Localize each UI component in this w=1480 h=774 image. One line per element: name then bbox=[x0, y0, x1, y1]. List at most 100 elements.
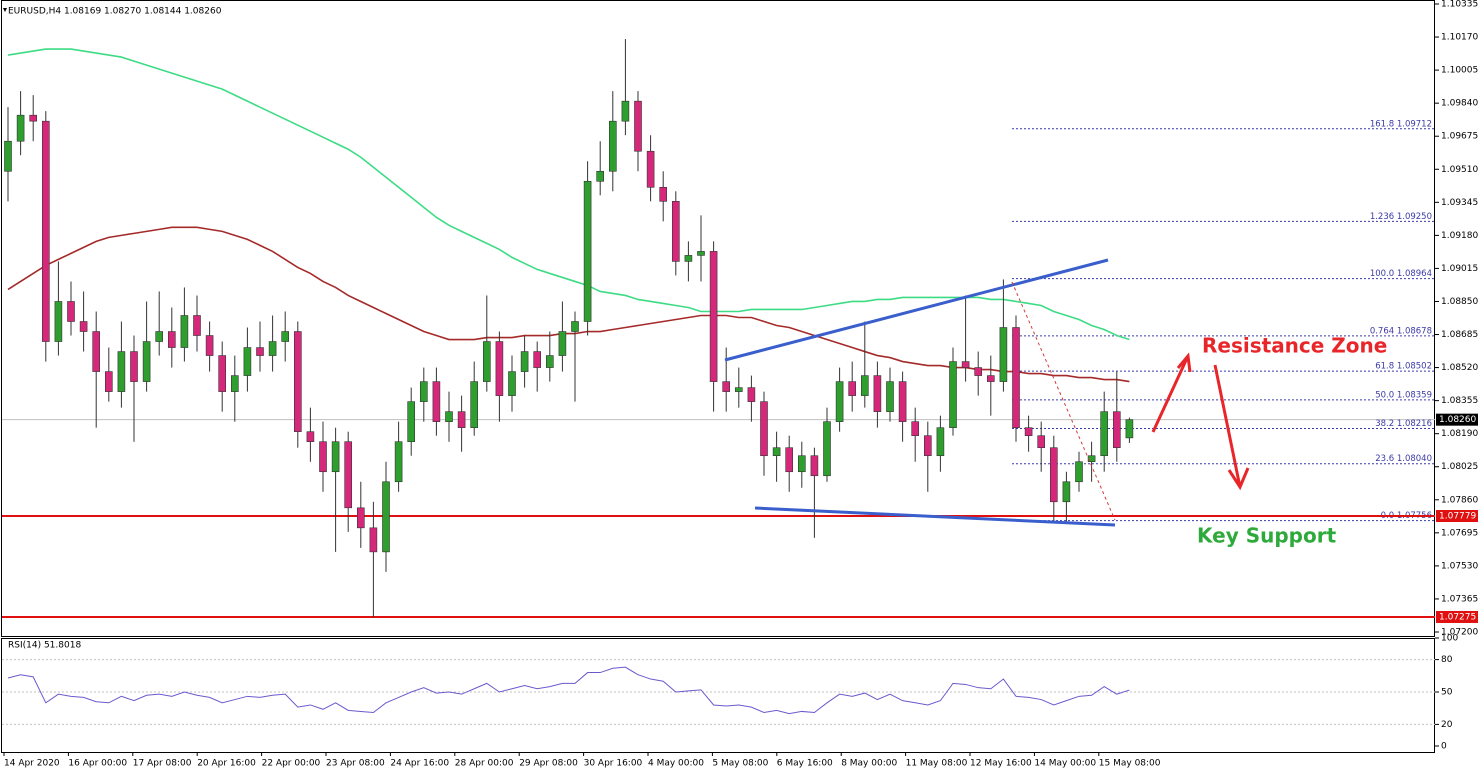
rsi-panel-frame bbox=[1, 638, 1435, 753]
x-tick-label: 22 Apr 00:00 bbox=[262, 759, 321, 769]
rsi-tick-label: 50 bbox=[1441, 688, 1453, 698]
candle-body bbox=[344, 441, 353, 509]
y-tick-label: 1.07365 bbox=[1441, 594, 1478, 604]
candle-body bbox=[508, 371, 516, 396]
y-tick-label: 1.09510 bbox=[1441, 165, 1478, 175]
y-tick-label: 1.08850 bbox=[1441, 297, 1478, 307]
y-tick-label: 1.08520 bbox=[1441, 363, 1478, 373]
rsi-tick-label: 0 bbox=[1441, 742, 1447, 752]
candle-body bbox=[583, 180, 592, 322]
candle-body bbox=[709, 251, 718, 382]
candle-body bbox=[105, 371, 113, 392]
candle-body bbox=[382, 481, 390, 553]
candle-body bbox=[394, 441, 403, 483]
arrow bbox=[1213, 364, 1250, 491]
x-tick-label: 16 Apr 00:00 bbox=[68, 759, 127, 769]
candle-body bbox=[634, 100, 642, 152]
x-tick-label: 15 May 08:00 bbox=[1099, 759, 1161, 769]
y-tick-label: 1.08025 bbox=[1441, 462, 1478, 472]
chart-header: EURUSD,H4 1.08169 1.08270 1.08144 1.0826… bbox=[8, 7, 222, 17]
candle-body bbox=[1024, 427, 1033, 436]
candle-body bbox=[419, 381, 428, 402]
candle-body bbox=[1012, 327, 1020, 428]
y-tick-label: 1.07860 bbox=[1441, 495, 1478, 505]
y-tick-label: 1.09180 bbox=[1441, 231, 1478, 241]
main-panel-frame bbox=[1, 0, 1435, 637]
arrow bbox=[1151, 352, 1192, 433]
candle-body bbox=[1075, 461, 1083, 483]
x-tick-label: 29 Apr 08:00 bbox=[519, 759, 578, 769]
candle-body bbox=[747, 387, 756, 402]
candle-body bbox=[571, 321, 579, 332]
y-tick-label: 1.10005 bbox=[1441, 66, 1478, 76]
y-tick-label: 1.08355 bbox=[1441, 396, 1478, 406]
candle-body bbox=[432, 381, 441, 422]
candle-body bbox=[407, 401, 416, 442]
candle-body bbox=[835, 381, 844, 422]
candle-body bbox=[949, 361, 957, 428]
candle-body bbox=[331, 441, 340, 473]
candle-body bbox=[306, 431, 315, 442]
candle-body bbox=[520, 351, 529, 372]
candle-body bbox=[155, 331, 163, 342]
candle-body bbox=[797, 455, 806, 473]
fib-anchor-line bbox=[1011, 281, 1116, 521]
candle-body bbox=[1050, 447, 1058, 503]
candle-body bbox=[697, 251, 705, 256]
candle-body bbox=[734, 387, 743, 392]
price-tag-label: 1.08260 bbox=[1439, 415, 1476, 425]
candle-body bbox=[41, 120, 50, 342]
candle-body bbox=[646, 150, 655, 188]
fib-label: 23.6 1.08040 bbox=[1375, 454, 1432, 464]
price-tag bbox=[1436, 413, 1478, 426]
x-tick-label: 28 Apr 00:00 bbox=[455, 759, 514, 769]
candle-body bbox=[117, 351, 126, 392]
candle-body bbox=[1037, 435, 1045, 449]
candle-body bbox=[268, 341, 277, 356]
price-tag bbox=[1436, 610, 1478, 623]
y-tick-label: 1.07200 bbox=[1441, 628, 1478, 638]
candle-body bbox=[785, 447, 794, 473]
candle-body bbox=[659, 186, 668, 202]
candle-body bbox=[608, 120, 617, 172]
price-tag-label: 1.07779 bbox=[1439, 512, 1476, 522]
candle-body bbox=[168, 331, 176, 348]
candle-body bbox=[848, 381, 857, 396]
candle-body bbox=[860, 375, 869, 396]
candle-body bbox=[1113, 411, 1121, 449]
candle-body bbox=[319, 441, 327, 473]
fib-label: 161.8 1.09712 bbox=[1370, 119, 1432, 129]
candle-body bbox=[596, 170, 605, 182]
x-tick-label: 5 May 08:00 bbox=[712, 759, 768, 769]
candle-body bbox=[369, 527, 378, 553]
header-icon bbox=[3, 8, 7, 12]
candle-body bbox=[142, 341, 151, 382]
candle-body bbox=[205, 335, 214, 356]
y-tick-label: 1.07695 bbox=[1441, 528, 1478, 538]
candle-body bbox=[231, 375, 239, 392]
candle-body bbox=[684, 255, 693, 262]
candle-body bbox=[898, 381, 907, 422]
candle-body bbox=[79, 321, 88, 332]
candle-body bbox=[961, 361, 970, 368]
y-tick-label: 1.09840 bbox=[1441, 99, 1478, 109]
y-tick-label: 1.08190 bbox=[1441, 429, 1478, 439]
x-tick-label: 14 Apr 2020 bbox=[4, 759, 60, 769]
candle-body bbox=[533, 351, 542, 368]
candle-body bbox=[823, 421, 831, 477]
fib-label: 61.8 1.08502 bbox=[1375, 362, 1432, 372]
candle-body bbox=[936, 427, 945, 457]
candle-body bbox=[1100, 411, 1108, 457]
y-tick-label: 1.07530 bbox=[1441, 561, 1478, 571]
fib-label: 50.0 1.08359 bbox=[1375, 390, 1432, 400]
candle-body bbox=[4, 140, 12, 172]
candle-body bbox=[722, 381, 731, 392]
y-tick-label: 1.10170 bbox=[1441, 33, 1478, 43]
x-tick-label: 20 Apr 16:00 bbox=[197, 759, 256, 769]
x-tick-label: 17 Apr 08:00 bbox=[133, 759, 192, 769]
fib-label: 38.2 1.08216 bbox=[1375, 419, 1432, 429]
candle-body bbox=[218, 355, 226, 392]
rsi-tick-label: 100 bbox=[1441, 634, 1458, 644]
trendline bbox=[754, 506, 1116, 527]
